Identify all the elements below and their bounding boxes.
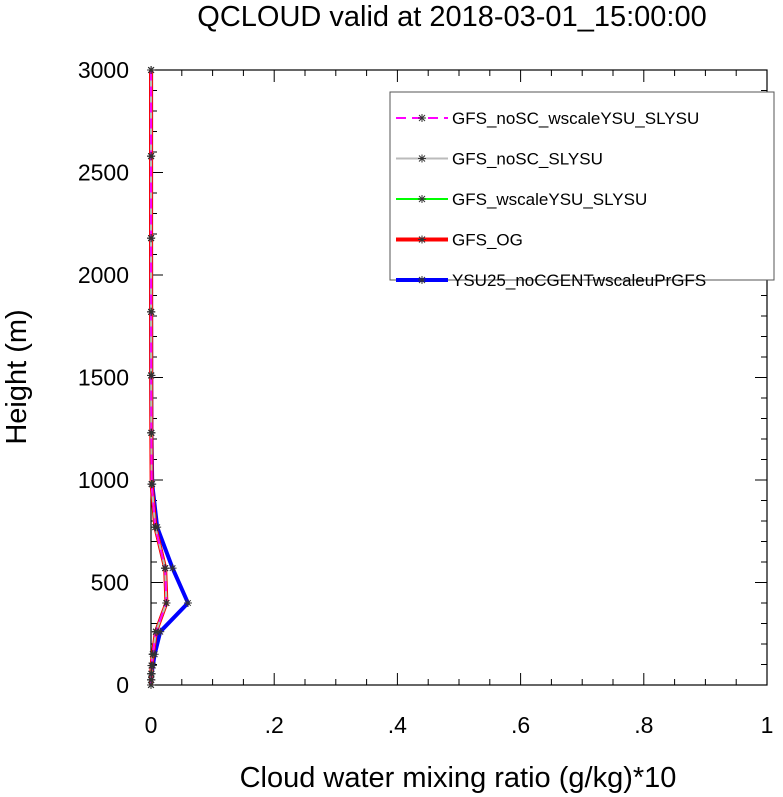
- x-axis-label: Cloud water mixing ratio (g/kg)*10: [240, 762, 677, 794]
- data-point-marker: [147, 428, 156, 437]
- data-series: [147, 66, 192, 689]
- y-tick-label: 0: [116, 672, 129, 698]
- legend-label: GFS_wscaleYSU_SLYSU: [452, 190, 647, 209]
- y-tick-label: 1500: [78, 365, 129, 391]
- legend-item: GFS_wscaleYSU_SLYSU: [396, 190, 647, 209]
- data-point-marker: [147, 307, 156, 316]
- data-point-marker: [150, 650, 159, 659]
- data-point-marker: [148, 480, 157, 489]
- data-point-marker: [168, 564, 177, 573]
- data-point-marker: [147, 152, 156, 161]
- data-point-marker: [183, 599, 192, 607]
- data-point-marker: [156, 627, 165, 636]
- x-tick-label: .6: [511, 712, 530, 738]
- series-line: [150, 70, 168, 686]
- legend-box: [389, 91, 775, 281]
- data-point-marker: [162, 599, 171, 607]
- y-axis: 0 500 1000 1500 2000 2500 3000: [78, 57, 767, 698]
- x-tick-label: 1: [761, 712, 774, 738]
- legend-label: GFS_noSC_wscaleYSU_SLYSU: [452, 109, 699, 128]
- data-point-marker: [147, 669, 156, 678]
- x-tick-label: .2: [265, 712, 284, 738]
- data-point-marker: [148, 661, 157, 670]
- y-axis-label: Height (m): [1, 309, 33, 444]
- x-axis: 0 .2 .4 .6 .8 1: [145, 70, 774, 738]
- data-point-marker: [147, 234, 156, 243]
- legend-label: GFS_noSC_SLYSU: [452, 150, 603, 169]
- y-tick-label: 500: [91, 570, 129, 596]
- data-point-marker: [147, 66, 156, 74]
- data-point-marker: [153, 523, 162, 532]
- legend-label: YSU25_noCGENTwscaleuPrGFS: [452, 271, 706, 290]
- data-point-marker: [161, 564, 170, 573]
- x-tick-label: .4: [388, 712, 407, 738]
- legend-item: GFS_OG: [396, 231, 523, 250]
- legend-item: GFS_noSC_wscaleYSU_SLYSU: [396, 109, 699, 128]
- legend-item: GFS_noSC_SLYSU: [396, 150, 603, 169]
- legend-item: YSU25_noCGENTwscaleuPrGFS: [396, 271, 706, 290]
- x-tick-label: .8: [634, 712, 653, 738]
- legend-label: GFS_OG: [452, 231, 523, 250]
- y-tick-label: 3000: [78, 57, 129, 83]
- y-tick-label: 1000: [78, 467, 129, 493]
- legend: GFS_noSC_wscaleYSU_SLYSU GFS_noSC_SLYSU GF…: [389, 91, 775, 290]
- data-point-marker: [147, 371, 156, 380]
- y-tick-label: 2500: [78, 160, 129, 186]
- y-tick-label: 2000: [78, 262, 129, 288]
- chart-title: QCLOUD valid at 2018-03-01_15:00:00: [197, 1, 706, 33]
- x-tick-label: 0: [145, 712, 158, 738]
